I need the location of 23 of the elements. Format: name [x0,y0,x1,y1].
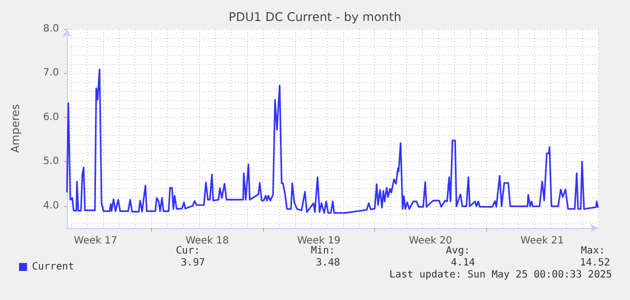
y-tick-label: 6.0 [43,112,59,123]
text: 4.14 [450,258,475,268]
y-axis-title: Amperes [9,104,22,153]
legend-label: Current [32,262,74,272]
x-tick-label: Week 18 [186,236,229,246]
text: 14.52 [580,258,610,268]
text: Max: [580,246,605,256]
text: 3.48 [316,258,340,268]
text: Last update: Sun May 25 00:00:33 2025 [389,270,612,280]
y-tick-label: 8.0 [43,24,59,34]
x-tick-label: Week 21 [520,236,564,246]
y-tick-label: 5.0 [43,156,59,168]
text: Avg: [446,246,470,256]
line-series [66,68,599,214]
text: Cur: [176,246,200,256]
x-tick-label: Week 17 [74,236,118,246]
text: Min: [310,246,335,256]
chart-title: PDU1 DC Current - by month [228,10,402,24]
y-tick-label: 7.0 [43,68,59,79]
y-tick-label: 4.0 [43,200,59,212]
x-tick-label: Week 20 [408,236,452,246]
text: 3.97 [180,258,205,268]
x-tick-label: Week 19 [297,236,341,246]
